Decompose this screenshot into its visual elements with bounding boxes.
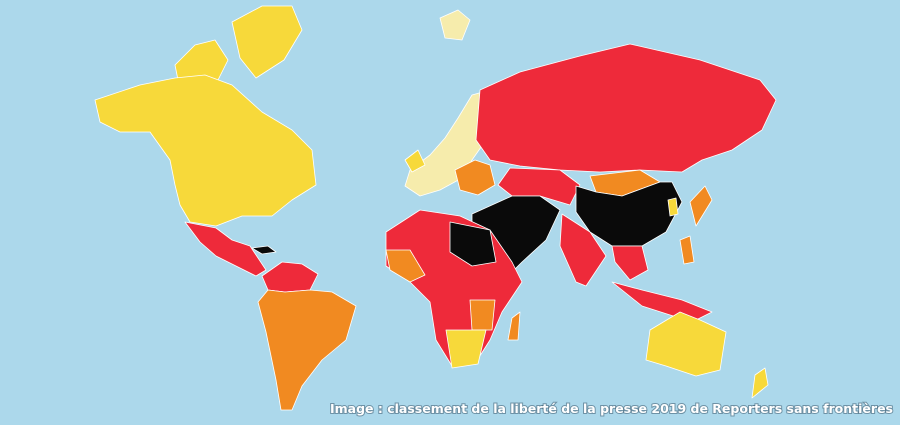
south-america: [257, 289, 357, 411]
caption: Image : classement de la liberté de la p…: [330, 401, 893, 416]
greenland: [231, 5, 303, 79]
russia: [475, 43, 777, 173]
north-africa: [449, 221, 497, 267]
indochina: [611, 245, 649, 281]
north-america: [94, 74, 317, 227]
british-isles: [404, 149, 426, 173]
west-africa: [385, 249, 426, 283]
countries: [94, 5, 777, 411]
svalbard: [439, 9, 471, 41]
eastern-europe: [454, 159, 496, 196]
japan: [689, 185, 713, 227]
philippines: [679, 235, 695, 265]
cuba: [251, 245, 277, 255]
new-zealand: [751, 367, 769, 399]
india: [559, 213, 607, 287]
korea: [667, 197, 679, 217]
europe: [404, 89, 497, 197]
australia: [645, 311, 727, 377]
central-america: [184, 221, 267, 277]
indonesia: [611, 281, 713, 323]
southern-africa: [445, 329, 487, 369]
east-africa: [469, 299, 496, 331]
madagascar: [507, 311, 521, 341]
china: [575, 181, 683, 247]
